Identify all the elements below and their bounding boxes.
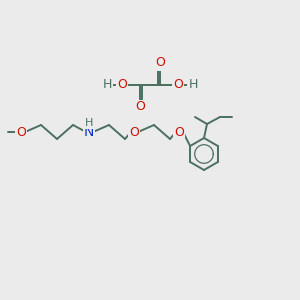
Text: O: O	[173, 79, 183, 92]
Text: O: O	[155, 56, 165, 70]
Text: H: H	[188, 79, 198, 92]
Text: O: O	[135, 100, 145, 113]
Text: N: N	[84, 125, 94, 139]
Text: H: H	[85, 118, 93, 128]
Text: O: O	[174, 125, 184, 139]
Text: O: O	[117, 79, 127, 92]
Text: O: O	[129, 125, 139, 139]
Text: H: H	[102, 79, 112, 92]
Text: O: O	[16, 125, 26, 139]
